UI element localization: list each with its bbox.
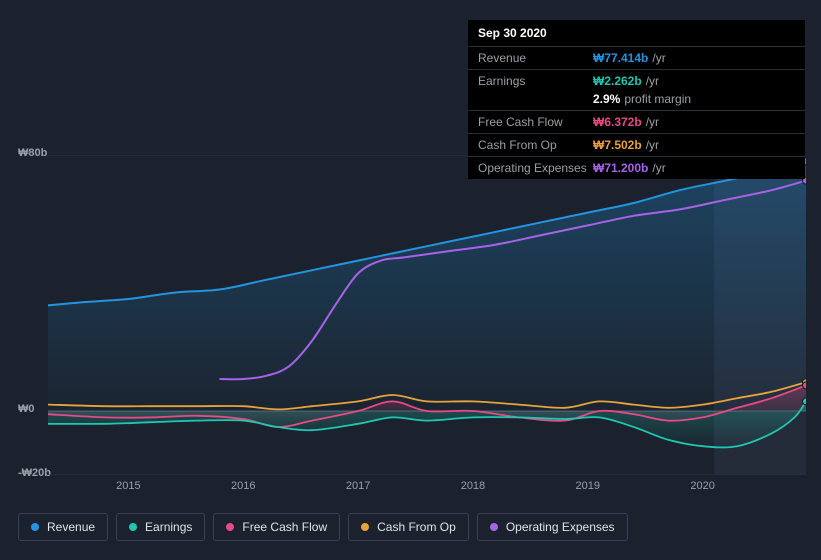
chart-container: Sep 30 2020 Revenue₩77.414b /yrEarnings₩… (0, 0, 821, 560)
end-marker[interactable] (803, 398, 807, 405)
legend-item[interactable]: Cash From Op (348, 513, 469, 541)
tooltip-value: ₩2.262b (593, 74, 642, 88)
tooltip-row: Revenue₩77.414b /yr (468, 46, 805, 69)
tooltip-label: Free Cash Flow (478, 115, 593, 129)
legend-label: Operating Expenses (506, 520, 615, 534)
plot-surface[interactable] (48, 155, 806, 475)
chart-area: ₩80b₩0-₩20b (18, 155, 806, 475)
tooltip-label: Operating Expenses (478, 161, 593, 175)
legend-dot-icon (490, 523, 498, 531)
tooltip-suffix: profit margin (624, 92, 691, 106)
tooltip-row: Cash From Op₩7.502b /yr (468, 133, 805, 156)
tooltip-value: 2.9% (593, 92, 620, 106)
tooltip-value: ₩7.502b (593, 138, 642, 152)
legend-item[interactable]: Operating Expenses (477, 513, 628, 541)
end-marker[interactable] (803, 382, 807, 389)
legend-label: Revenue (47, 520, 95, 534)
x-axis-labels: 2015 2016 2017 2018 2019 2020 (48, 480, 806, 500)
tooltip-value: ₩6.372b (593, 115, 642, 129)
tooltip-value: ₩71.200b (593, 161, 648, 175)
tooltip-row: Earnings₩2.262b /yr (468, 69, 805, 92)
legend-item[interactable]: Free Cash Flow (213, 513, 340, 541)
tooltip-label: Revenue (478, 51, 593, 65)
tooltip-box: Sep 30 2020 Revenue₩77.414b /yrEarnings₩… (468, 20, 805, 179)
legend-item[interactable]: Earnings (116, 513, 205, 541)
tooltip-date: Sep 30 2020 (468, 20, 805, 46)
x-axis-label: 2020 (690, 480, 714, 492)
x-axis-label: 2017 (346, 480, 370, 492)
legend-label: Free Cash Flow (242, 520, 327, 534)
tooltip-suffix: /yr (652, 51, 665, 65)
tooltip-suffix: /yr (646, 115, 659, 129)
x-axis-label: 2018 (461, 480, 485, 492)
x-axis-label: 2015 (116, 480, 140, 492)
tooltip-label: Earnings (478, 74, 593, 88)
legend-item[interactable]: Revenue (18, 513, 108, 541)
tooltip-suffix: /yr (652, 161, 665, 175)
x-axis-label: 2016 (231, 480, 255, 492)
tooltip-value: ₩77.414b (593, 51, 648, 65)
legend-dot-icon (226, 523, 234, 531)
x-axis-label: 2019 (576, 480, 600, 492)
tooltip-row: Free Cash Flow₩6.372b /yr (468, 110, 805, 133)
tooltip-row: Operating Expenses₩71.200b /yr (468, 156, 805, 179)
legend-label: Cash From Op (377, 520, 456, 534)
series-area (48, 161, 806, 411)
tooltip-row: 2.9% profit margin (468, 92, 805, 110)
tooltip-label: Cash From Op (478, 138, 593, 152)
legend-dot-icon (361, 523, 369, 531)
legend: Revenue Earnings Free Cash Flow Cash From O… (18, 513, 628, 541)
tooltip-suffix: /yr (646, 138, 659, 152)
legend-label: Earnings (145, 520, 192, 534)
legend-dot-icon (31, 523, 39, 531)
legend-dot-icon (129, 523, 137, 531)
tooltip-suffix: /yr (646, 74, 659, 88)
